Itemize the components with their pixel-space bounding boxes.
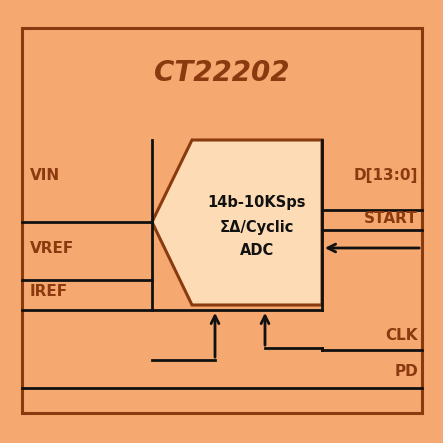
Text: ADC: ADC <box>240 242 274 257</box>
Text: VIN: VIN <box>30 167 60 183</box>
Polygon shape <box>152 140 322 305</box>
Bar <box>22 28 422 413</box>
Text: VREF: VREF <box>30 241 74 256</box>
Text: PD: PD <box>394 365 418 380</box>
Text: IREF: IREF <box>30 284 68 299</box>
Text: D[13:0]: D[13:0] <box>354 167 418 183</box>
Text: START: START <box>364 210 418 225</box>
Text: ΣΔ/Cyclic: ΣΔ/Cyclic <box>220 219 294 234</box>
Text: CLK: CLK <box>385 327 418 342</box>
Text: CT22202: CT22202 <box>154 59 290 87</box>
Text: 14b-10KSps: 14b-10KSps <box>208 194 306 210</box>
